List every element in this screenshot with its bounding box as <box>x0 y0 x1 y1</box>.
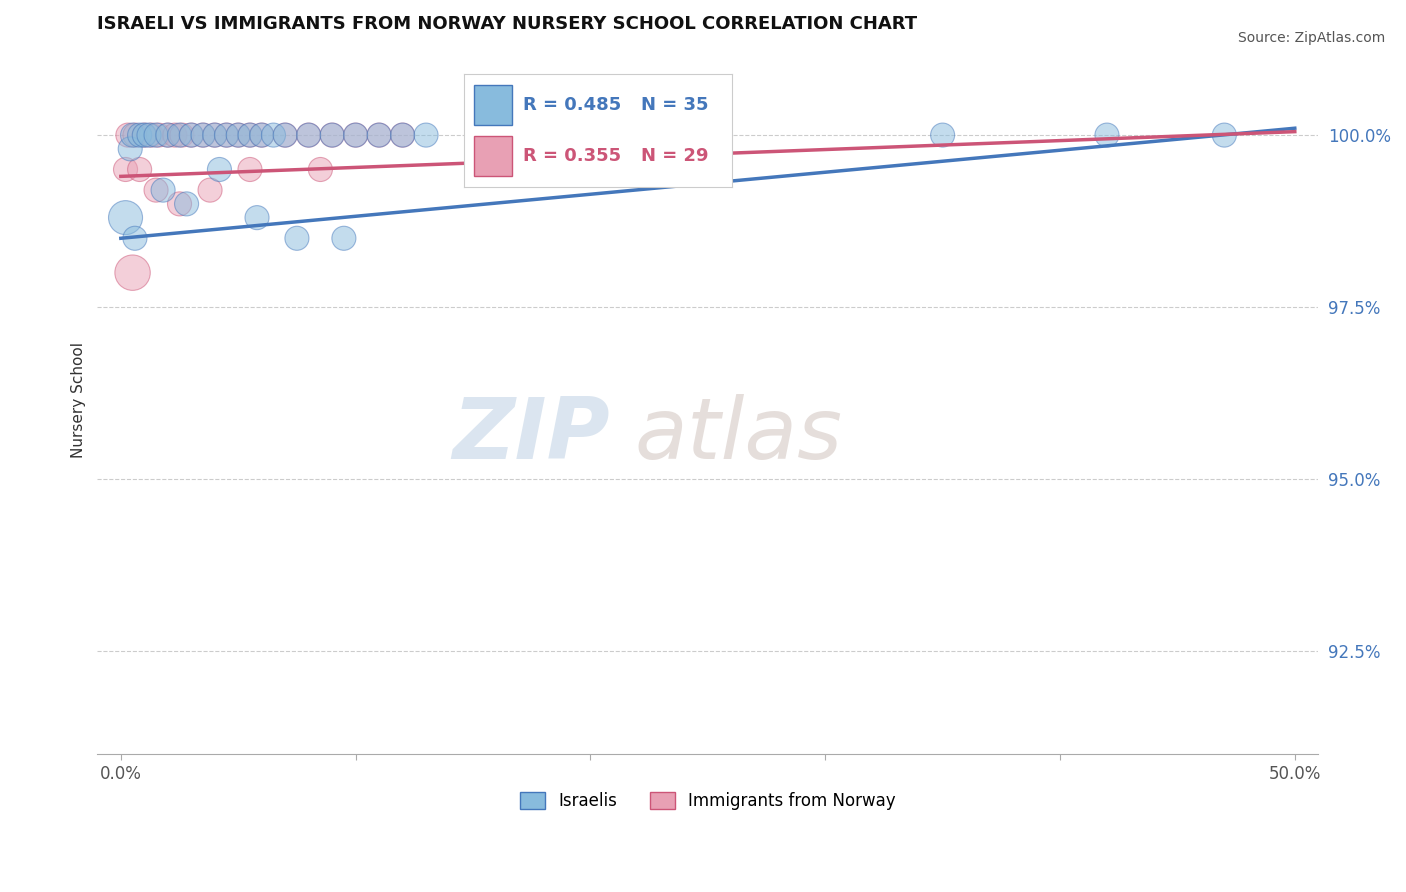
Point <box>239 128 262 142</box>
Point <box>368 128 391 142</box>
Point <box>156 128 179 142</box>
Point <box>134 128 156 142</box>
Point <box>114 211 136 225</box>
Point <box>141 128 163 142</box>
Point <box>321 128 343 142</box>
Point <box>128 128 150 142</box>
Text: ZIP: ZIP <box>453 394 610 477</box>
Point <box>274 128 297 142</box>
Point <box>298 128 321 142</box>
Point <box>344 128 367 142</box>
Legend: Israelis, Immigrants from Norway: Israelis, Immigrants from Norway <box>513 785 903 817</box>
Point <box>391 128 413 142</box>
Point <box>180 128 202 142</box>
Point <box>321 128 343 142</box>
Point <box>169 197 191 211</box>
Point <box>215 128 238 142</box>
Point <box>204 128 226 142</box>
Point <box>176 197 198 211</box>
Point <box>180 128 202 142</box>
Point <box>114 162 136 177</box>
Point <box>285 231 308 245</box>
Point <box>344 128 367 142</box>
Point <box>198 183 221 197</box>
Point <box>239 162 262 177</box>
Point <box>163 128 186 142</box>
Text: ISRAELI VS IMMIGRANTS FROM NORWAY NURSERY SCHOOL CORRELATION CHART: ISRAELI VS IMMIGRANTS FROM NORWAY NURSER… <box>97 15 918 33</box>
Point <box>145 183 167 197</box>
Point <box>170 128 193 142</box>
Point <box>226 128 249 142</box>
Point <box>415 128 437 142</box>
Point <box>391 128 413 142</box>
Point <box>333 231 356 245</box>
Point <box>1095 128 1118 142</box>
Point <box>250 128 273 142</box>
Point <box>124 128 146 142</box>
Point <box>226 128 249 142</box>
Text: Source: ZipAtlas.com: Source: ZipAtlas.com <box>1237 31 1385 45</box>
Point <box>156 128 179 142</box>
Point <box>368 128 391 142</box>
Point <box>117 128 139 142</box>
Point <box>169 128 191 142</box>
Point <box>298 128 321 142</box>
Point <box>121 266 143 280</box>
Point <box>138 128 160 142</box>
Point <box>152 183 174 197</box>
Point <box>208 162 231 177</box>
Point <box>124 231 146 245</box>
Point <box>931 128 953 142</box>
Point <box>262 128 284 142</box>
Point <box>250 128 273 142</box>
Point <box>215 128 238 142</box>
Point <box>309 162 332 177</box>
Point <box>121 128 143 142</box>
Point <box>191 128 214 142</box>
Point <box>145 128 167 142</box>
Point <box>1213 128 1236 142</box>
Point <box>128 162 150 177</box>
Point <box>134 128 156 142</box>
Point <box>274 128 297 142</box>
Point <box>120 142 142 156</box>
Point <box>579 142 602 156</box>
Point <box>148 128 170 142</box>
Point <box>204 128 226 142</box>
Point <box>191 128 214 142</box>
Y-axis label: Nursery School: Nursery School <box>72 342 86 458</box>
Text: atlas: atlas <box>634 394 842 477</box>
Point <box>246 211 269 225</box>
Point <box>239 128 262 142</box>
